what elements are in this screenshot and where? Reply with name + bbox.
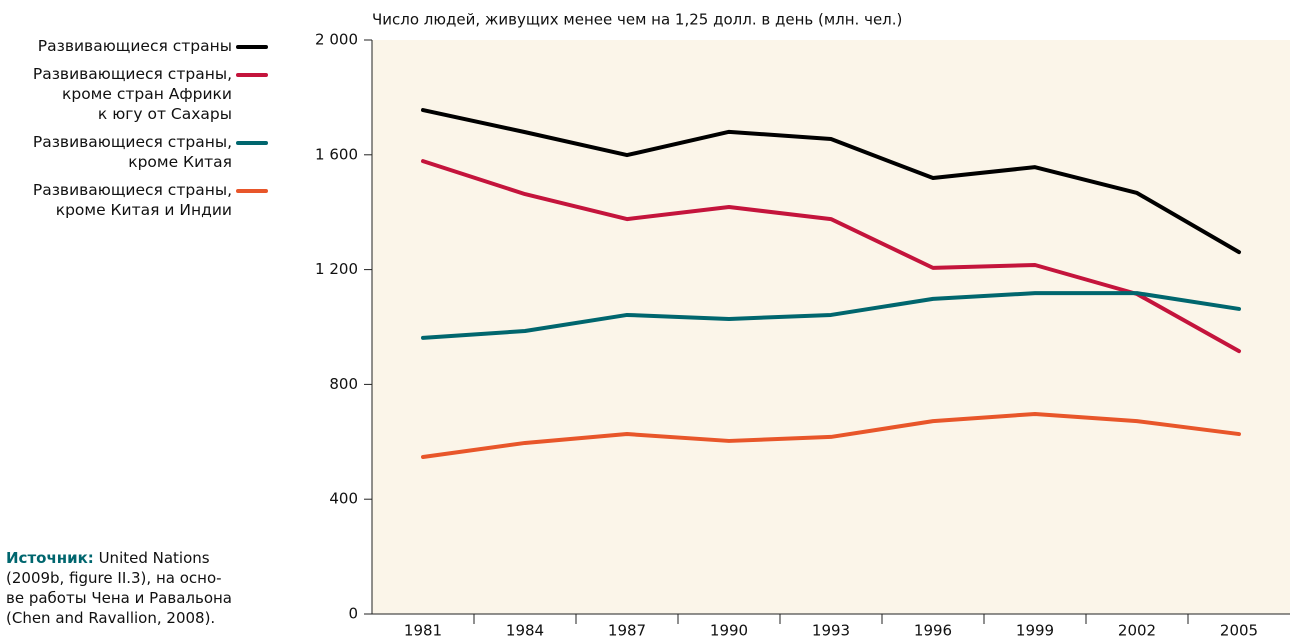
x-tick-label: 1981 <box>404 622 442 638</box>
x-tick-label: 1990 <box>710 622 748 638</box>
x-tick-label: 1987 <box>608 622 646 638</box>
x-tick-label: 1999 <box>1016 622 1054 638</box>
legend-label: Развивающиеся страны, кроме Китая <box>32 133 232 171</box>
legend-label: Развивающиеся страны <box>37 37 232 55</box>
x-tick-label: 1993 <box>812 622 850 638</box>
source-text: United Nations (2009b, figure II.3), на … <box>6 549 232 627</box>
y-tick-label: 0 <box>348 605 358 623</box>
source-label: Источник: <box>6 549 94 567</box>
legend-label: Развивающиеся страны, кроме стран Африки… <box>32 65 232 123</box>
chart-title: Число людей, живущих менее чем на 1,25 д… <box>372 11 902 29</box>
y-tick-label: 1 600 <box>315 145 358 163</box>
x-tick-label: 1984 <box>506 622 544 638</box>
legend-entry: Развивающиеся страны, кроме стран Африки… <box>0 64 268 124</box>
legend-entry: Развивающиеся страны <box>0 36 268 56</box>
y-tick-label: 1 200 <box>315 260 358 278</box>
x-tick-label: 1996 <box>914 622 952 638</box>
y-tick-label: 800 <box>329 375 358 393</box>
legend-swatch <box>236 73 268 77</box>
legend-label: Развивающиеся страны, кроме Китая и Инди… <box>32 181 232 219</box>
legend-swatch <box>236 141 268 145</box>
legend-swatch <box>236 189 268 193</box>
x-tick-label: 2002 <box>1118 622 1156 638</box>
x-tick-label: 2005 <box>1220 622 1258 638</box>
legend-entry: Развивающиеся страны, кроме Китая и Инди… <box>0 180 268 220</box>
legend-swatch <box>236 45 268 49</box>
series-line <box>421 411 1241 460</box>
legend-entry: Развивающиеся страны, кроме Китая <box>0 132 268 172</box>
plot-background <box>372 40 1290 614</box>
y-tick-label: 400 <box>329 490 358 508</box>
series-line <box>421 159 1241 354</box>
legend: Развивающиеся страны Развивающиеся страны… <box>0 36 268 228</box>
series-line <box>421 291 1241 340</box>
source-note: Источник: United Nations (2009b, figure … <box>6 548 266 628</box>
y-tick-label: 2 000 <box>315 31 358 49</box>
series-line <box>421 108 1241 255</box>
